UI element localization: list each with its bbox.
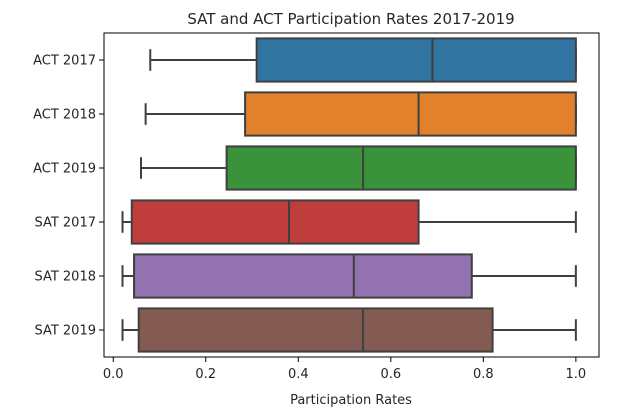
box-group xyxy=(149,37,577,83)
box-iqr xyxy=(133,253,473,299)
x-tick-label: 0.8 xyxy=(473,367,494,382)
y-tick-label: ACT 2018 xyxy=(33,108,96,123)
y-tick-label: SAT 2017 xyxy=(34,216,96,231)
box-group xyxy=(144,91,577,137)
x-tick-label: 0.4 xyxy=(288,367,309,382)
box-iqr xyxy=(130,199,420,245)
x-axis-label: Participation Rates xyxy=(290,393,412,408)
box-iqr xyxy=(244,91,577,137)
box-group xyxy=(140,145,577,191)
x-tick-label: 0.6 xyxy=(380,367,401,382)
boxes-layer xyxy=(121,37,577,353)
x-tick-label: 0.0 xyxy=(103,367,124,382)
x-axis: 0.0 0.2 0.4 0.6 0.8 1.0 xyxy=(103,357,586,382)
box-iqr xyxy=(137,307,494,353)
chart-title: SAT and ACT Participation Rates 2017-201… xyxy=(187,10,514,28)
box-iqr xyxy=(225,145,577,191)
y-tick-label: ACT 2017 xyxy=(33,54,96,69)
y-axis: ACT 2017 ACT 2018 ACT 2019 SAT 2017 SAT 2018… xyxy=(33,54,104,339)
box-iqr xyxy=(255,37,577,83)
x-tick-label: 1.0 xyxy=(566,367,587,382)
box-group xyxy=(121,199,577,245)
y-tick-label: SAT 2018 xyxy=(34,270,96,285)
box-group xyxy=(121,307,577,353)
plot-frame xyxy=(103,32,600,358)
box-group xyxy=(121,253,577,299)
x-tick-label: 0.2 xyxy=(195,367,216,382)
y-tick-label: SAT 2019 xyxy=(34,324,96,339)
y-tick-label: ACT 2019 xyxy=(33,162,96,177)
